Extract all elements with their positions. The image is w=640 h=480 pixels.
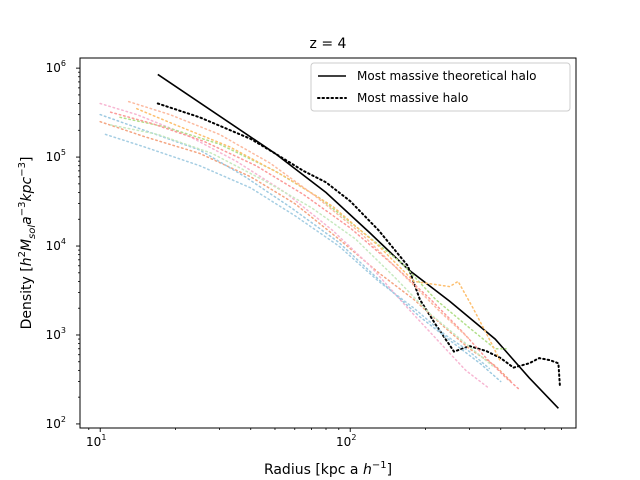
x-axis-label: Radius [kpc a h−1] — [264, 460, 392, 478]
series-line-3 — [104, 133, 491, 370]
legend: Most massive theoretical halo Most massiv… — [310, 62, 571, 112]
series-line-10 — [109, 124, 494, 367]
y-tick-label: 103 — [46, 326, 66, 342]
y-tick-label: 106 — [46, 59, 66, 75]
y-axis-ticks: 102 103 104 105 106 — [46, 59, 80, 431]
series-line-1 — [156, 102, 561, 387]
plot-lines — [99, 73, 561, 409]
series-line-8 — [99, 113, 502, 383]
y-tick-label: 105 — [46, 148, 66, 164]
y-tick-label: 102 — [46, 415, 66, 431]
legend-label: Most massive halo — [357, 91, 468, 105]
y-tick-label: 104 — [46, 237, 66, 253]
series-line-5 — [119, 116, 507, 350]
legend-box — [310, 62, 571, 112]
plot-frame — [79, 57, 577, 429]
x-tick-label: 102 — [336, 433, 356, 449]
series-line-7 — [109, 111, 520, 390]
x-tick-label: 101 — [86, 433, 106, 449]
series-line-6 — [136, 107, 502, 363]
legend-label: Most massive theoretical halo — [357, 69, 537, 83]
series-line-2 — [99, 120, 512, 383]
chart-title: z = 4 — [310, 36, 347, 52]
y-axis-label: Density [h2Msola−3kpc−3] — [17, 157, 38, 330]
x-axis-ticks: 101 102 — [86, 428, 562, 449]
